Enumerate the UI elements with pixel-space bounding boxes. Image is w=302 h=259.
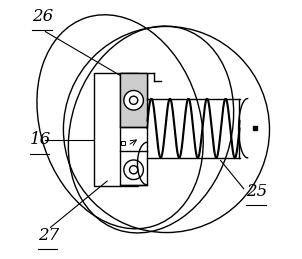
- Text: 26: 26: [33, 8, 54, 25]
- Text: 25: 25: [246, 183, 268, 200]
- Circle shape: [124, 160, 143, 179]
- Bar: [120, 73, 147, 185]
- Text: 27: 27: [38, 227, 59, 244]
- Circle shape: [124, 90, 143, 110]
- Bar: [94, 73, 138, 186]
- Bar: [121, 141, 125, 145]
- Bar: [120, 73, 147, 127]
- Text: 16: 16: [30, 131, 51, 148]
